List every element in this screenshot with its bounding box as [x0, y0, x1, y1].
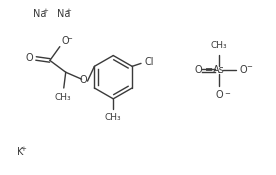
- Text: O: O: [25, 54, 33, 64]
- Text: As: As: [213, 65, 225, 75]
- Text: +: +: [42, 8, 48, 14]
- Text: +: +: [20, 146, 26, 152]
- Text: O: O: [215, 90, 223, 100]
- Text: −: −: [224, 91, 230, 97]
- Text: O: O: [80, 75, 87, 85]
- Text: O: O: [195, 65, 202, 75]
- Text: Na: Na: [57, 9, 70, 19]
- Text: K: K: [17, 147, 24, 157]
- Text: Cl: Cl: [145, 57, 155, 67]
- Text: −: −: [67, 36, 73, 42]
- Text: CH₃: CH₃: [211, 41, 227, 50]
- Text: =: =: [205, 65, 213, 75]
- Text: −: −: [246, 64, 252, 70]
- Text: +: +: [66, 8, 72, 14]
- Text: O: O: [240, 65, 248, 75]
- Text: O: O: [62, 36, 69, 46]
- Text: CH₃: CH₃: [105, 113, 121, 122]
- Text: CH₃: CH₃: [54, 93, 71, 102]
- Text: Na: Na: [33, 9, 46, 19]
